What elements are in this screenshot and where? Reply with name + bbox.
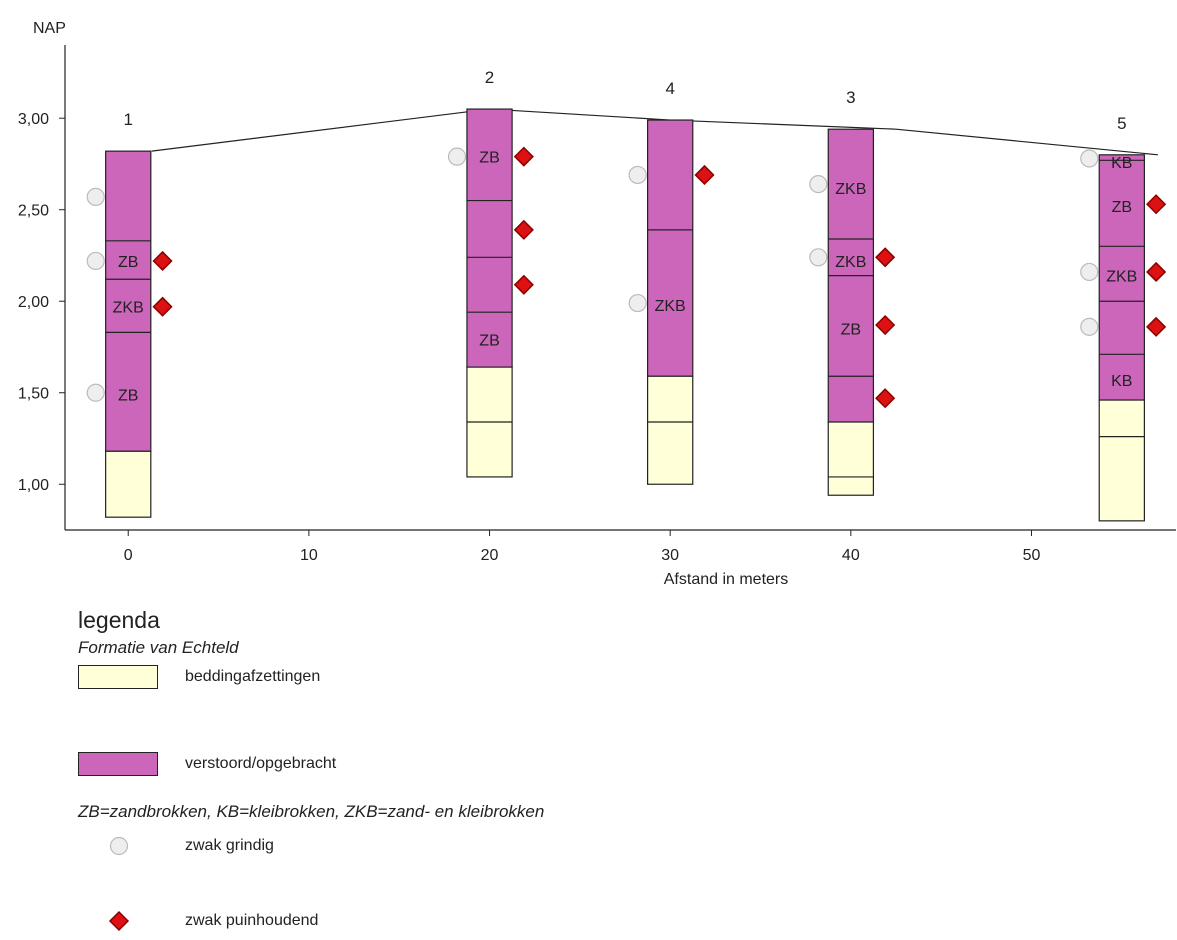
puin-marker <box>1146 194 1167 215</box>
grindig-marker <box>1080 149 1099 168</box>
grindig-label: zwak grindig <box>185 837 274 854</box>
legend-title: legenda <box>78 607 160 633</box>
grindig-marker <box>447 147 467 166</box>
borehole-number: 4 <box>665 79 674 98</box>
puin-marker <box>1146 261 1167 283</box>
layer-label: ZKB <box>113 300 144 317</box>
layer-label: ZKB <box>835 254 866 271</box>
y-tick-label: 1,50 <box>18 386 49 403</box>
layer-label: ZB <box>841 322 861 339</box>
grindig-marker <box>1080 317 1099 336</box>
layer-label: KB <box>1111 155 1132 172</box>
borehole-4: ZKB 4 <box>646 79 694 485</box>
puin-marker <box>513 146 534 167</box>
grindig-marker <box>628 293 647 313</box>
borehole-5: KB ZB ZKB KB 5 <box>1098 114 1145 522</box>
puin-marker <box>513 219 534 240</box>
layer-label: KB <box>1111 373 1132 390</box>
layer-label: ZB <box>118 388 138 405</box>
x-tick-label: 40 <box>842 547 860 564</box>
puin-marker <box>152 296 173 317</box>
verstoord-label: verstoord/opgebracht <box>185 755 337 772</box>
grindig-marker <box>1080 262 1099 282</box>
verstoord-layer <box>466 108 513 368</box>
grindig-marker <box>86 383 105 402</box>
bedding-layer <box>105 450 152 518</box>
puin-diamond-icon <box>108 910 130 932</box>
legend-subtitle: Formatie van Echteld <box>78 638 239 657</box>
layer-label: ZKB <box>835 181 866 198</box>
puin-marker <box>152 250 173 272</box>
x-tick-label: 10 <box>300 547 318 564</box>
bedding-swatch <box>78 665 158 689</box>
puin-label: zwak puinhoudend <box>185 912 319 929</box>
borehole-number: 2 <box>485 68 494 87</box>
y-tick-label: 3,00 <box>18 111 49 128</box>
borehole-profile-chart: NAP Afstand in meters 1,00 1,50 2,00 2,50 3,… <box>18 20 1176 588</box>
legend: legenda Formatie van Echteld beddingafze… <box>78 606 778 932</box>
verstoord-layer <box>1098 154 1145 401</box>
borehole-number: 5 <box>1117 114 1126 133</box>
x-tick-label: 50 <box>1023 547 1041 564</box>
abbreviation-note: ZB=zandbrokken, KB=kleibrokken, ZKB=zand… <box>78 802 545 821</box>
legend-row-bedding: beddingafzettingen <box>78 662 320 692</box>
y-tick-label: 2,50 <box>18 203 49 220</box>
borehole-3: ZKB ZKB ZB 3 <box>827 88 875 496</box>
puin-marker <box>694 164 715 186</box>
legend-row-verstoord: verstoord/opgebracht <box>78 749 336 779</box>
x-axis-title: Afstand in meters <box>664 571 789 588</box>
layer-label: ZB <box>1112 199 1132 216</box>
x-tick-label: 0 <box>124 547 133 564</box>
bedding-layer <box>646 375 694 485</box>
verstoord-layer <box>105 150 152 452</box>
grindig-marker <box>628 165 647 185</box>
borehole-number: 1 <box>123 110 132 129</box>
bedding-layer <box>827 421 875 496</box>
y-tick-label: 1,00 <box>18 477 49 494</box>
y-axis-title: NAP <box>33 20 66 37</box>
grindig-marker <box>809 174 828 194</box>
puin-marker <box>875 314 896 336</box>
axes: 1,00 1,50 2,00 2,50 3,00 0 10 20 30 40 50 <box>18 45 1176 564</box>
puin-marker <box>513 274 534 295</box>
puin-marker <box>1146 316 1167 337</box>
layer-label: ZKB <box>1106 269 1137 286</box>
marker-group <box>86 146 1167 409</box>
grindig-marker <box>86 187 105 207</box>
borehole-1: ZB ZKB ZB 1 <box>105 110 152 518</box>
layer-label: ZKB <box>655 298 686 315</box>
layer-label: ZB <box>118 254 138 271</box>
verstoord-swatch <box>78 752 158 776</box>
y-tick-label: 2,00 <box>18 294 49 311</box>
grindig-marker <box>86 251 105 271</box>
grindig-circle-icon <box>109 836 129 856</box>
borehole-number: 3 <box>846 88 855 107</box>
bedding-label: beddingafzettingen <box>185 668 321 685</box>
bedding-layer <box>1098 399 1145 522</box>
puin-marker <box>875 247 896 268</box>
layer-label: ZB <box>479 150 499 167</box>
borehole-columns: ZB ZKB ZB 1 ZB ZB 2 ZKB 4 ZKB ZKB ZB 3 KB ZB ZKB KB 5 <box>105 68 1145 522</box>
puin-marker <box>875 388 896 409</box>
verstoord-layer <box>646 119 694 377</box>
layer-label: ZB <box>479 333 499 350</box>
x-tick-label: 30 <box>661 547 679 564</box>
borehole-2: ZB ZB 2 <box>466 68 513 478</box>
x-tick-label: 20 <box>481 547 499 564</box>
grindig-marker <box>809 248 828 267</box>
